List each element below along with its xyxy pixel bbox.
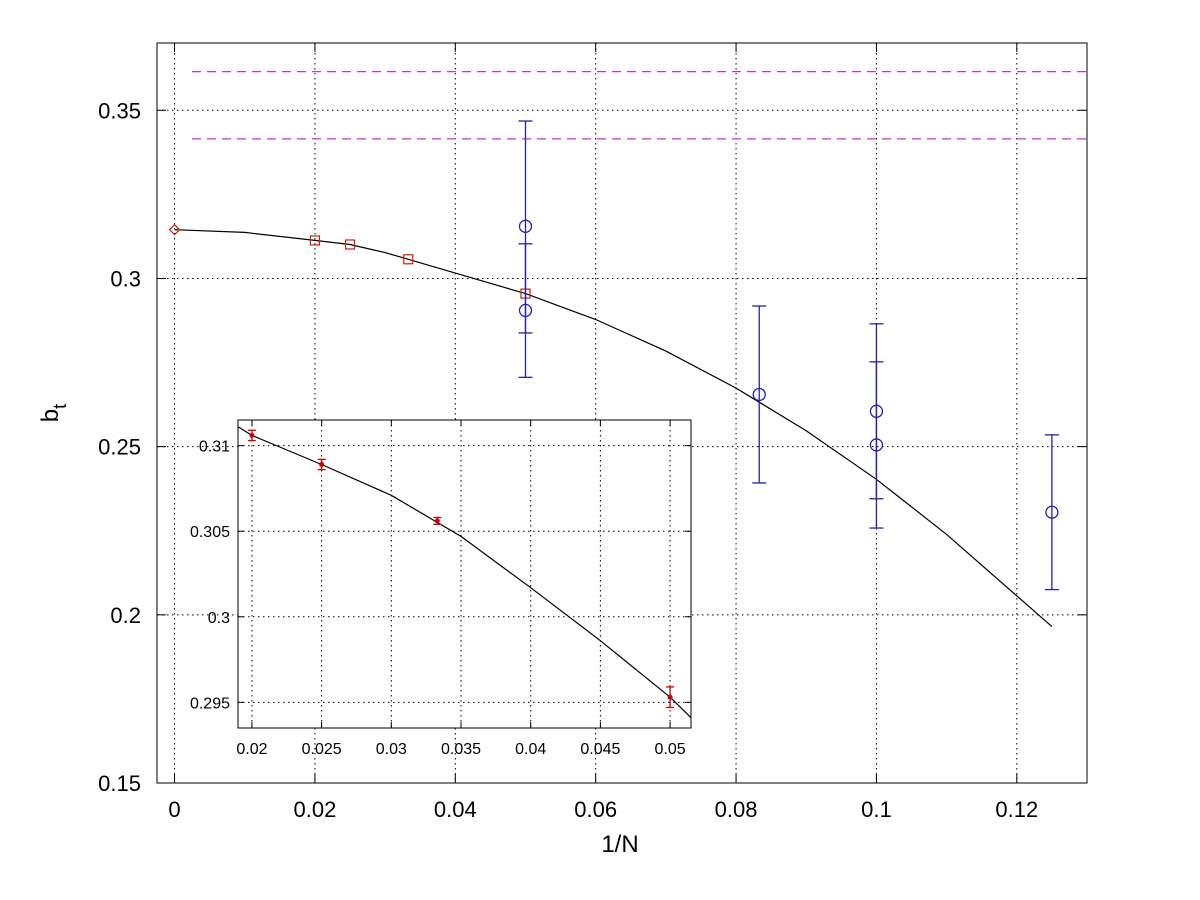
main-ticks: 0 0.02 0.04 0.06 0.08 0.1 0.12 0.15 0.2 0.25 0.3 0.… — [98, 43, 1087, 822]
main-circle-point — [752, 387, 766, 402]
inset-plot-frame — [237, 419, 692, 729]
main-square-point — [344, 239, 356, 250]
inset-x-tick-label: 0.025 — [302, 741, 342, 758]
inset-x-tick-label: 0.05 — [655, 741, 686, 758]
main-x-tick-label: 0.04 — [434, 797, 477, 822]
main-y-tick-label: 0.3 — [110, 266, 141, 291]
inset-plot-background — [238, 420, 691, 728]
inset-plot: 0.02 0.025 0.03 0.035 0.04 0.045 0.050.2950.30… — [190, 419, 692, 758]
inset-dot-point — [667, 694, 673, 700]
inset-dot-point — [434, 518, 440, 524]
main-y-axis-title-main: b — [37, 409, 64, 422]
main-x-tick-label: 0.06 — [574, 797, 617, 822]
main-x-tick-label: 0.02 — [294, 797, 337, 822]
main-y-tick-label: 0.15 — [98, 771, 141, 796]
main-x-tick-label: 0.08 — [715, 797, 758, 822]
main-plot-frame — [156, 42, 1088, 784]
main-x-tick-label: 0.1 — [861, 797, 892, 822]
main-circle-point — [518, 303, 533, 318]
inset-dot-point — [319, 461, 325, 467]
main-square-point — [403, 254, 414, 265]
inset-y-tick-label: 0.3 — [208, 610, 230, 627]
inset-x-tick-label: 0.045 — [580, 741, 620, 758]
inset-x-tick-label: 0.02 — [236, 741, 267, 758]
main-diamond-point — [168, 223, 181, 236]
inset-x-tick-label: 0.04 — [515, 741, 546, 758]
inset-fit-curve — [237, 426, 692, 719]
main-circle-point — [1045, 505, 1059, 519]
inset-x-tick-label: 0.035 — [441, 741, 481, 758]
inset-y-tick-label: 0.31 — [199, 439, 230, 456]
main-circle-point — [869, 438, 884, 452]
main-y-axis-title-sub: t — [50, 404, 70, 409]
inset-fit-line — [237, 426, 692, 719]
svg-text:bt: bt — [37, 404, 70, 422]
inset-dot-point — [249, 432, 255, 438]
main-y-tick-label: 0.35 — [98, 98, 141, 123]
inset-data-points — [247, 429, 675, 709]
inset-ticks: 0.02 0.025 0.03 0.035 0.04 0.045 0.050.2950.30… — [190, 420, 691, 758]
main-y-tick-label: 0.2 — [110, 603, 141, 628]
inset-x-tick-label: 0.03 — [376, 741, 407, 758]
inset-y-tick-label: 0.305 — [190, 524, 230, 541]
main-circle-point — [518, 219, 533, 233]
main-x-tick-label: 0 — [168, 797, 180, 822]
main-x-tick-label: 0.12 — [995, 797, 1038, 822]
inset-y-tick-label: 0.295 — [190, 695, 230, 712]
inset-grid — [238, 420, 691, 728]
main-x-axis-title: 1/N — [601, 831, 638, 858]
main-y-tick-label: 0.25 — [98, 435, 141, 460]
main-data-points — [168, 120, 1059, 591]
main-y-axis-title: bt — [37, 404, 70, 422]
main-square-point — [309, 235, 321, 246]
